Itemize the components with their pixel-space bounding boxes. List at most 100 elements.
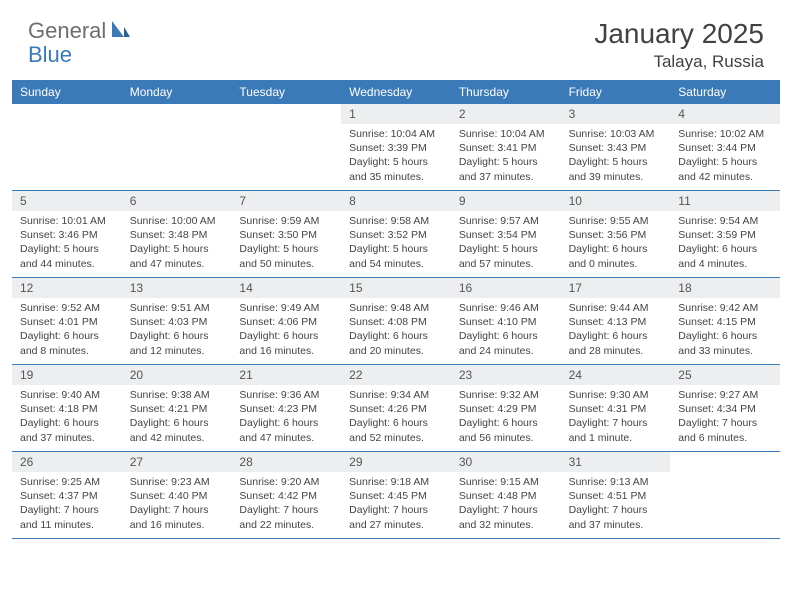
day-body: Sunrise: 9:58 AMSunset: 3:52 PMDaylight:…: [341, 211, 451, 277]
day-line: Daylight: 6 hours: [459, 416, 553, 430]
weekday-label: Tuesday: [231, 80, 341, 104]
day-line: Sunrise: 10:02 AM: [678, 127, 772, 141]
day-number: 28: [231, 452, 341, 472]
day-body: Sunrise: 10:04 AMSunset: 3:41 PMDaylight…: [451, 124, 561, 190]
day-cell: [122, 104, 232, 190]
day-number: 25: [670, 365, 780, 385]
day-cell: 26Sunrise: 9:25 AMSunset: 4:37 PMDayligh…: [12, 452, 122, 538]
day-line: Daylight: 6 hours: [20, 329, 114, 343]
day-line: Sunset: 4:06 PM: [239, 315, 333, 329]
day-number: 3: [561, 104, 671, 124]
day-line: and 37 minutes.: [569, 518, 663, 532]
day-cell: 17Sunrise: 9:44 AMSunset: 4:13 PMDayligh…: [561, 278, 671, 364]
day-line: and 27 minutes.: [349, 518, 443, 532]
day-number: 4: [670, 104, 780, 124]
day-line: Daylight: 5 hours: [678, 155, 772, 169]
day-number: 2: [451, 104, 561, 124]
day-line: Sunset: 3:39 PM: [349, 141, 443, 155]
day-cell: 27Sunrise: 9:23 AMSunset: 4:40 PMDayligh…: [122, 452, 232, 538]
day-line: Daylight: 6 hours: [569, 242, 663, 256]
day-line: Sunset: 3:56 PM: [569, 228, 663, 242]
day-line: and 1 minute.: [569, 431, 663, 445]
day-cell: 24Sunrise: 9:30 AMSunset: 4:31 PMDayligh…: [561, 365, 671, 451]
day-line: and 33 minutes.: [678, 344, 772, 358]
day-line: Sunrise: 9:34 AM: [349, 388, 443, 402]
day-line: Sunrise: 9:57 AM: [459, 214, 553, 228]
day-line: and 32 minutes.: [459, 518, 553, 532]
day-line: and 47 minutes.: [130, 257, 224, 271]
day-number: 31: [561, 452, 671, 472]
day-line: Sunrise: 9:18 AM: [349, 475, 443, 489]
logo-text-b: Blue: [28, 42, 72, 68]
day-line: and 24 minutes.: [459, 344, 553, 358]
day-line: Sunset: 3:46 PM: [20, 228, 114, 242]
day-line: Sunrise: 9:23 AM: [130, 475, 224, 489]
day-line: Sunrise: 9:58 AM: [349, 214, 443, 228]
weekday-label: Wednesday: [341, 80, 451, 104]
title-block: January 2025 Talaya, Russia: [594, 18, 764, 72]
day-line: and 50 minutes.: [239, 257, 333, 271]
day-line: Sunset: 4:29 PM: [459, 402, 553, 416]
day-body: Sunrise: 9:38 AMSunset: 4:21 PMDaylight:…: [122, 385, 232, 451]
day-number: 22: [341, 365, 451, 385]
weekday-label: Friday: [561, 80, 671, 104]
day-number: 10: [561, 191, 671, 211]
day-body: Sunrise: 9:30 AMSunset: 4:31 PMDaylight:…: [561, 385, 671, 451]
day-cell: 31Sunrise: 9:13 AMSunset: 4:51 PMDayligh…: [561, 452, 671, 538]
day-cell: 10Sunrise: 9:55 AMSunset: 3:56 PMDayligh…: [561, 191, 671, 277]
day-line: Daylight: 7 hours: [130, 503, 224, 517]
day-cell: 4Sunrise: 10:02 AMSunset: 3:44 PMDayligh…: [670, 104, 780, 190]
day-line: and 54 minutes.: [349, 257, 443, 271]
day-line: Sunset: 4:03 PM: [130, 315, 224, 329]
day-body: Sunrise: 9:27 AMSunset: 4:34 PMDaylight:…: [670, 385, 780, 451]
day-line: Daylight: 5 hours: [459, 155, 553, 169]
day-line: and 16 minutes.: [239, 344, 333, 358]
day-line: Daylight: 7 hours: [349, 503, 443, 517]
day-line: Daylight: 7 hours: [569, 416, 663, 430]
day-number: 29: [341, 452, 451, 472]
day-line: Sunset: 4:37 PM: [20, 489, 114, 503]
month-title: January 2025: [594, 18, 764, 50]
day-cell: 13Sunrise: 9:51 AMSunset: 4:03 PMDayligh…: [122, 278, 232, 364]
day-cell: 11Sunrise: 9:54 AMSunset: 3:59 PMDayligh…: [670, 191, 780, 277]
day-body: Sunrise: 9:32 AMSunset: 4:29 PMDaylight:…: [451, 385, 561, 451]
day-line: and 28 minutes.: [569, 344, 663, 358]
day-line: Sunrise: 9:42 AM: [678, 301, 772, 315]
day-line: Sunrise: 9:44 AM: [569, 301, 663, 315]
day-line: Sunset: 4:10 PM: [459, 315, 553, 329]
day-line: Sunrise: 9:40 AM: [20, 388, 114, 402]
day-cell: [12, 104, 122, 190]
day-body: Sunrise: 10:01 AMSunset: 3:46 PMDaylight…: [12, 211, 122, 277]
day-line: Sunrise: 9:54 AM: [678, 214, 772, 228]
day-body: Sunrise: 9:25 AMSunset: 4:37 PMDaylight:…: [12, 472, 122, 538]
day-cell: 8Sunrise: 9:58 AMSunset: 3:52 PMDaylight…: [341, 191, 451, 277]
day-line: Sunrise: 9:27 AM: [678, 388, 772, 402]
day-line: and 6 minutes.: [678, 431, 772, 445]
day-line: Sunrise: 9:13 AM: [569, 475, 663, 489]
day-line: Sunset: 3:44 PM: [678, 141, 772, 155]
day-body: Sunrise: 9:51 AMSunset: 4:03 PMDaylight:…: [122, 298, 232, 364]
day-number: 20: [122, 365, 232, 385]
day-line: Sunrise: 9:15 AM: [459, 475, 553, 489]
day-body: Sunrise: 9:59 AMSunset: 3:50 PMDaylight:…: [231, 211, 341, 277]
day-body: Sunrise: 10:02 AMSunset: 3:44 PMDaylight…: [670, 124, 780, 190]
day-line: Sunset: 4:15 PM: [678, 315, 772, 329]
calendar-body: 1Sunrise: 10:04 AMSunset: 3:39 PMDayligh…: [12, 104, 780, 539]
weekday-label: Saturday: [670, 80, 780, 104]
day-body: Sunrise: 9:34 AMSunset: 4:26 PMDaylight:…: [341, 385, 451, 451]
day-cell: 20Sunrise: 9:38 AMSunset: 4:21 PMDayligh…: [122, 365, 232, 451]
day-line: Daylight: 5 hours: [569, 155, 663, 169]
day-line: and 56 minutes.: [459, 431, 553, 445]
day-line: Sunrise: 9:59 AM: [239, 214, 333, 228]
day-line: Sunrise: 9:55 AM: [569, 214, 663, 228]
day-line: Daylight: 7 hours: [459, 503, 553, 517]
day-line: and 22 minutes.: [239, 518, 333, 532]
day-number: 12: [12, 278, 122, 298]
day-line: Daylight: 5 hours: [459, 242, 553, 256]
day-body: Sunrise: 9:55 AMSunset: 3:56 PMDaylight:…: [561, 211, 671, 277]
day-number: 18: [670, 278, 780, 298]
day-line: Sunrise: 10:01 AM: [20, 214, 114, 228]
calendar: Sunday Monday Tuesday Wednesday Thursday…: [0, 80, 792, 539]
day-line: Daylight: 6 hours: [349, 329, 443, 343]
day-cell: 15Sunrise: 9:48 AMSunset: 4:08 PMDayligh…: [341, 278, 451, 364]
